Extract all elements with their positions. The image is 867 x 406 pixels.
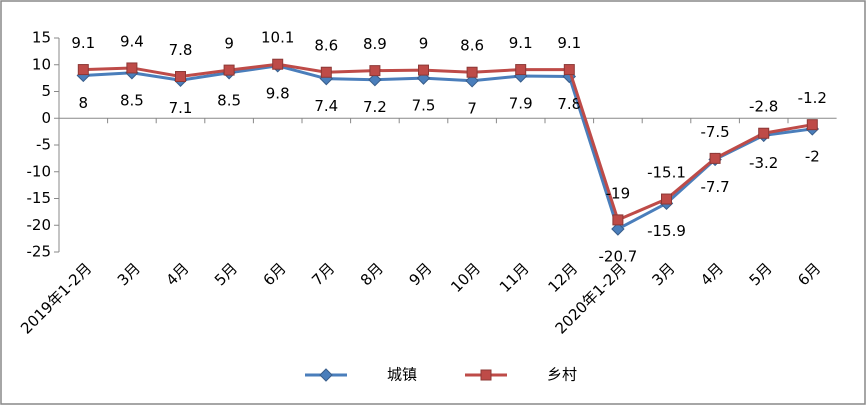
data-label: 7.8: [557, 95, 581, 113]
marker: [709, 152, 721, 164]
data-label: 8.9: [363, 35, 387, 53]
marker: [77, 64, 89, 76]
y-tick-label: -10: [27, 162, 52, 180]
marker: [175, 71, 186, 83]
marker: [368, 73, 382, 87]
marker: [320, 66, 332, 78]
data-label: 9.1: [509, 34, 533, 52]
legend-label: 城镇: [387, 366, 417, 384]
marker: [466, 66, 478, 78]
y-tick-label: -15: [27, 189, 52, 207]
data-label: -2: [805, 147, 820, 165]
marker: [611, 222, 625, 236]
data-label: 7.1: [169, 99, 193, 117]
marker: [319, 368, 333, 382]
data-label: -7.5: [700, 123, 729, 141]
marker: [223, 64, 235, 76]
y-tick-label: 10: [32, 55, 51, 73]
y-tick-label: 15: [32, 29, 51, 47]
marker: [465, 74, 479, 88]
series: 9.1 9.4 7.8 9 10.1 8.6 8.9 9 8.6 9.1 9.1 -19 -15.1 -7…: [71, 29, 827, 226]
data-label: -2.8: [749, 98, 778, 116]
data-label: -15.9: [647, 222, 686, 240]
data-label: 10.1: [261, 29, 294, 47]
y-tick-label: -25: [27, 243, 52, 261]
marker: [369, 65, 381, 77]
marker: [515, 64, 527, 76]
line: [83, 62, 813, 222]
y-tick-label: -5: [36, 136, 51, 154]
marker: [126, 62, 138, 74]
data-label: 9.1: [557, 34, 581, 52]
data-label: 7.9: [509, 94, 533, 112]
data-label: 8.6: [314, 37, 338, 55]
data-label: 7: [467, 99, 477, 117]
data-label: 7.8: [169, 41, 193, 59]
data-label: 9: [419, 35, 429, 53]
data-label: -1.2: [798, 89, 827, 107]
marker: [612, 214, 624, 226]
data-label: 8: [79, 94, 89, 112]
line: [83, 64, 813, 232]
marker: [806, 119, 818, 131]
y-tick-label: 5: [41, 82, 51, 100]
data-label: -19: [606, 184, 631, 202]
data-label: 7.2: [363, 98, 387, 116]
marker: [661, 193, 672, 205]
data-label: 8.5: [120, 91, 144, 109]
marker: [418, 64, 429, 76]
data-label: 9.8: [266, 84, 290, 102]
data-label: 7.4: [314, 97, 338, 115]
data-label: 9: [224, 35, 234, 53]
data-label: -20.7: [598, 247, 637, 265]
data-label: 9.4: [120, 32, 144, 50]
data-label: 8.5: [217, 91, 241, 109]
marker: [480, 369, 492, 381]
marker: [272, 58, 284, 70]
data-label: -15.1: [647, 164, 686, 182]
data-label: -3.2: [749, 154, 778, 172]
data-label: -7.7: [700, 178, 729, 196]
data-label: 7.5: [412, 97, 436, 115]
marker: [563, 64, 575, 76]
y-tick-label: -20: [27, 216, 52, 234]
y-tick-label: 0: [41, 109, 51, 127]
legend-label: 乡村: [547, 366, 577, 384]
marker: [758, 127, 770, 139]
data-label: 8.6: [460, 37, 484, 55]
data-label: 9.1: [71, 34, 95, 52]
